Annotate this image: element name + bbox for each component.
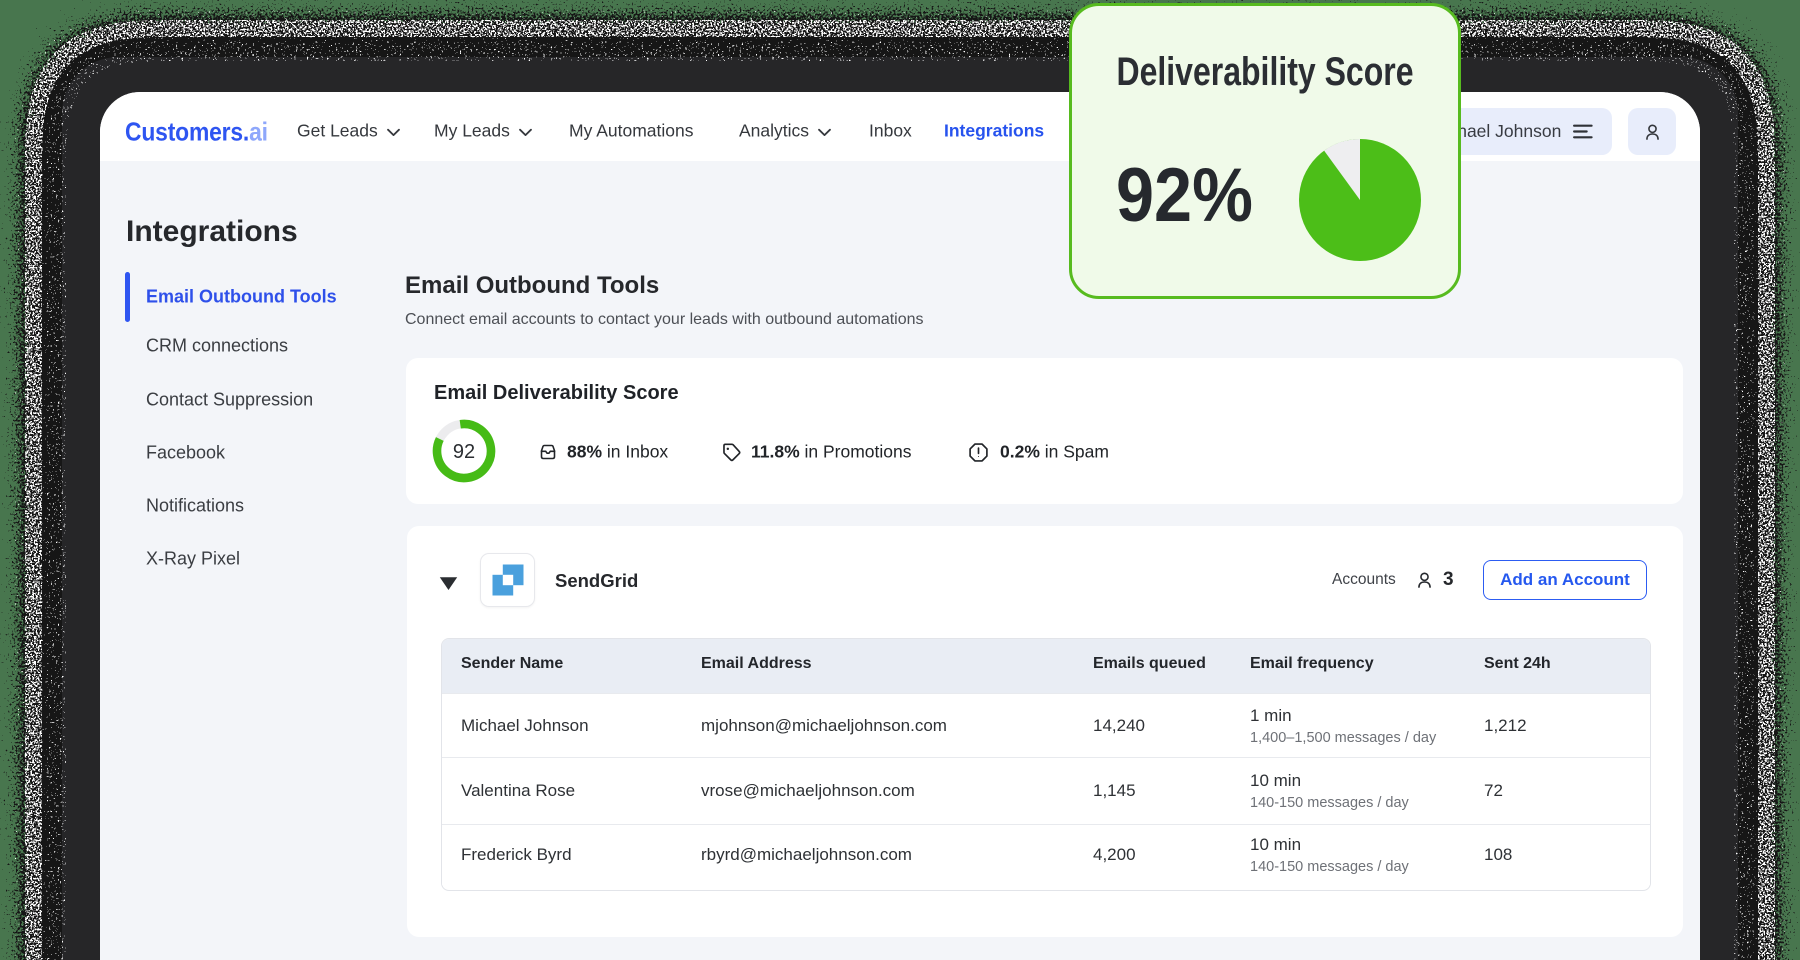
- svg-text:92: 92: [453, 441, 475, 463]
